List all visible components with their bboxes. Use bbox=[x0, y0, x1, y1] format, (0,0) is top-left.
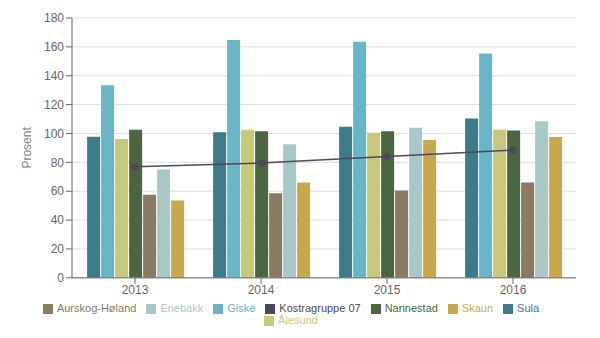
svg-text:2013: 2013 bbox=[122, 283, 149, 297]
svg-text:60: 60 bbox=[51, 184, 65, 198]
svg-text:2014: 2014 bbox=[248, 283, 275, 297]
svg-text:2016: 2016 bbox=[500, 283, 527, 297]
html-text:Nannestad: Nannestad bbox=[384, 301, 438, 314]
svg-text:0: 0 bbox=[57, 271, 64, 285]
html-text:Giske: Giske bbox=[227, 301, 256, 314]
svg-text:40: 40 bbox=[51, 213, 65, 227]
html-text:Ålesund: Ålesund bbox=[278, 313, 318, 326]
svg-text:Prosent: Prosent bbox=[20, 127, 34, 169]
svg-text:120: 120 bbox=[44, 98, 64, 112]
svg-text:2015: 2015 bbox=[374, 283, 401, 297]
html-text:Sula: Sula bbox=[517, 301, 540, 314]
svg-text:180: 180 bbox=[44, 11, 64, 25]
html-text:Aurskog-Høland: Aurskog-Høland bbox=[56, 301, 137, 314]
svg-text:140: 140 bbox=[44, 69, 64, 83]
html-text:Kostragruppe 07: Kostragruppe 07 bbox=[279, 301, 361, 314]
svg-text:20: 20 bbox=[51, 242, 65, 256]
svg-text:80: 80 bbox=[51, 156, 65, 170]
svg-text:160: 160 bbox=[44, 40, 64, 54]
html-text:Enebakk: Enebakk bbox=[160, 301, 204, 314]
svg-text:100: 100 bbox=[44, 127, 64, 141]
html-text:Skaun: Skaun bbox=[461, 301, 494, 314]
